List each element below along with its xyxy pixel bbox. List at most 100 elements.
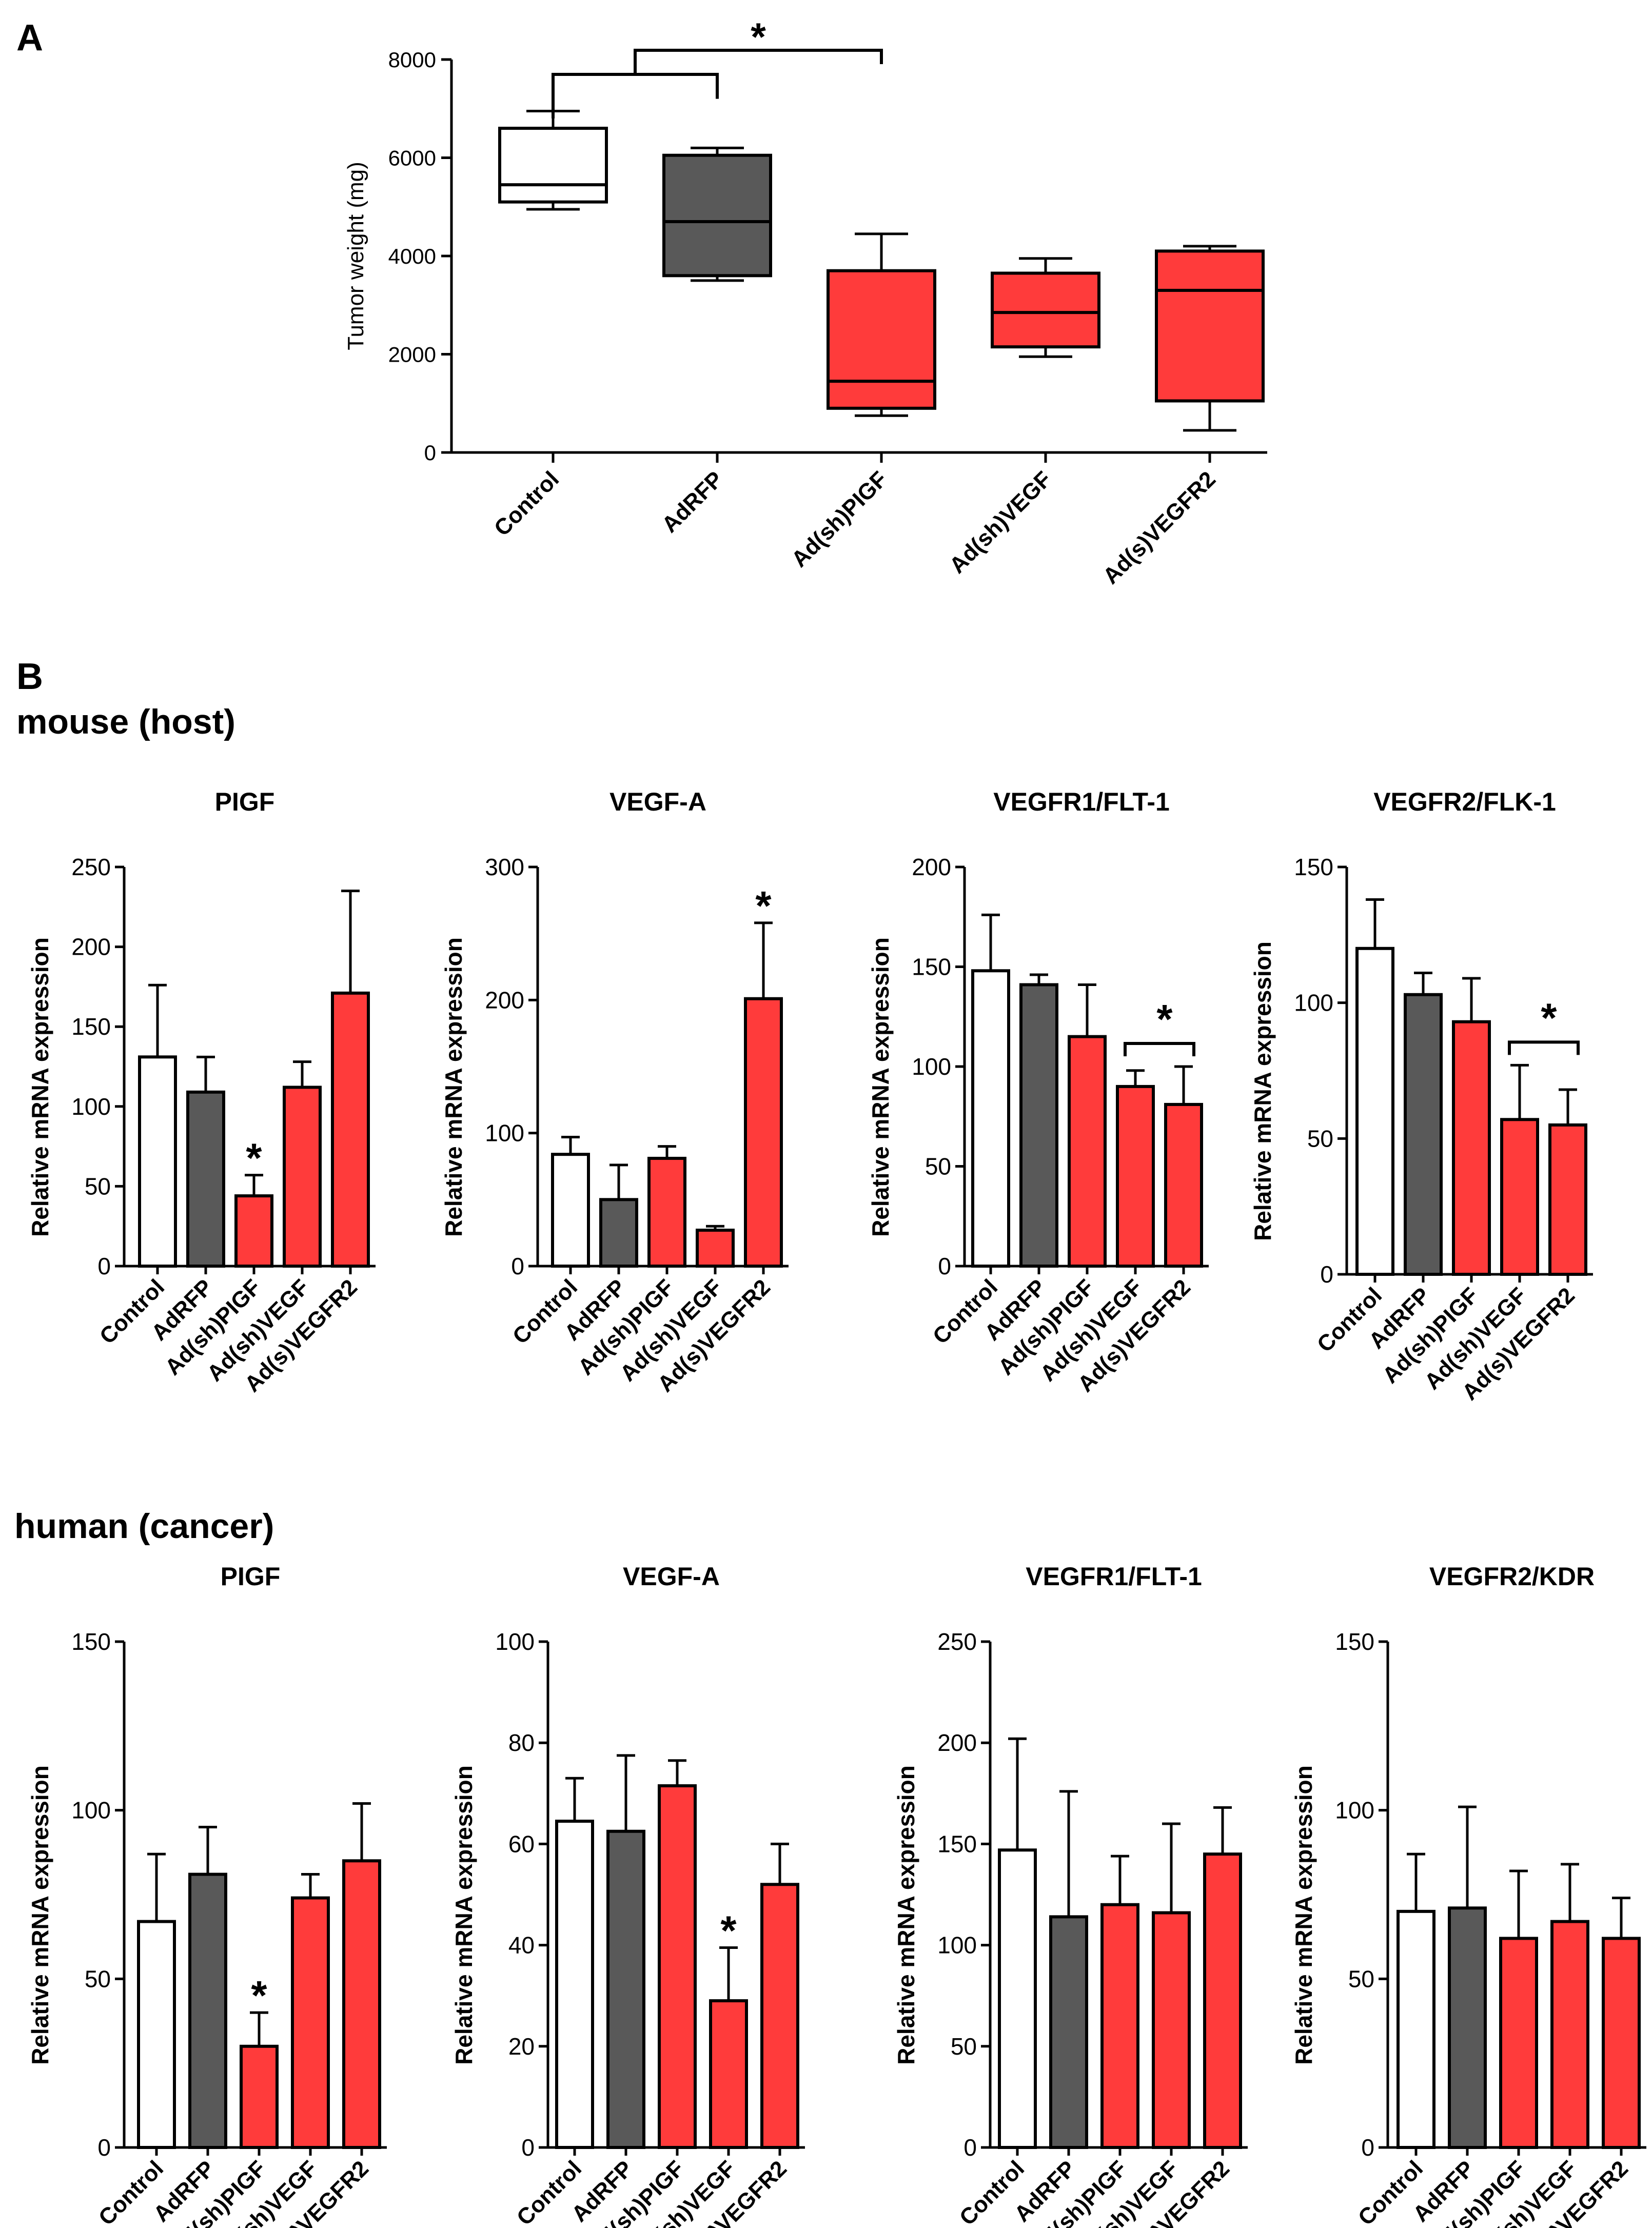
y-tick-label: 200 (71, 934, 111, 960)
box (498, 127, 608, 204)
y-tick-label: 100 (1294, 990, 1333, 1016)
section-title-human: human (cancer) (14, 1507, 274, 1546)
y-tick-label: 100 (1335, 1797, 1374, 1824)
y-tick-label: 250 (937, 1628, 977, 1655)
bar (1448, 1906, 1487, 2149)
bar (138, 1055, 177, 1268)
bar (1550, 1920, 1589, 2149)
significance-star: * (755, 883, 772, 929)
bar (1116, 1085, 1155, 1268)
bar (760, 1883, 799, 2149)
box (991, 271, 1100, 349)
y-tick-label: 200 (485, 987, 524, 1013)
bar (1499, 1937, 1538, 2150)
y-tick-label: 150 (937, 1830, 977, 1857)
y-tick-label: 100 (937, 1932, 977, 1959)
box (827, 269, 936, 410)
y-tick-label: 100 (71, 1797, 111, 1824)
y-axis-label: Relative mRNA expression (1290, 1765, 1317, 2065)
chart-human-VEGFR2: 0 50 100 150 Relative mRNA expression VEGFR2/… (1290, 1562, 1646, 2228)
chart-mouse-VEGF-A: 0 100 200 300 Relative mRNA expression VEGF-A… (440, 787, 789, 1397)
chart-human-VEGFR1: 0 50 100 150 200 250 Relative mRNA expression V… (893, 1562, 1248, 2228)
chart-mouse-VEGFR2: 0 50 100 150 Relative mRNA expression VEGFR2/… (1249, 787, 1593, 1405)
bar (647, 1156, 686, 1268)
bar (234, 1194, 273, 1268)
chart-mouse-PIGF: 0 50 100 150 200 250 Relative mRNA expression P… (27, 787, 376, 1397)
significance-star: * (1156, 996, 1173, 1042)
bar (555, 1820, 594, 2149)
box (1155, 249, 1265, 403)
y-tick-label: 50 (85, 1173, 111, 1199)
bar (1164, 1102, 1203, 1268)
bar (283, 1086, 322, 1268)
panel-label-a: A (16, 17, 43, 58)
bar (1019, 983, 1058, 1268)
y-axis-label: Relative mRNA expression (27, 1765, 53, 2065)
x-tick-label: Ad(sh)PIGF (786, 466, 892, 572)
bar (709, 1999, 748, 2150)
y-tick-label: 0 (97, 2134, 111, 2161)
chart-mouse-VEGFR1: 0 50 100 150 200 Relative mRNA expression VEGF… (867, 787, 1209, 1397)
y-tick-label: 200 (937, 1729, 977, 1756)
bar (551, 1153, 590, 1268)
y-axis-label: Relative mRNA expression (450, 1765, 477, 2065)
section-title-mouse: mouse (host) (16, 702, 235, 741)
bar (1355, 947, 1394, 1276)
y-tick-label: 200 (912, 854, 951, 880)
bar (696, 1228, 735, 1268)
bar (606, 1829, 645, 2149)
bar (240, 2044, 279, 2150)
y-axis-label: Relative mRNA expression (27, 937, 53, 1237)
y-tick-label: 100 (495, 1628, 535, 1655)
box (662, 153, 772, 278)
y-tick-label: 40 (508, 1932, 535, 1959)
chart-title: VEGF-A (623, 1562, 720, 1591)
y-tick-label: 0 (424, 441, 436, 465)
bar (1152, 1911, 1191, 2150)
significance-bracket (1508, 1040, 1580, 1055)
y-axis-label: Relative mRNA expression (867, 937, 894, 1237)
bar (599, 1198, 638, 1268)
y-axis-label: Tumor weight (mg) (343, 162, 368, 350)
y-tick-label: 150 (71, 1013, 111, 1040)
bar (1548, 1123, 1587, 1276)
bar (188, 1872, 227, 2150)
y-tick-label: 150 (912, 954, 951, 980)
y-tick-label: 50 (925, 1153, 951, 1180)
y-tick-label: 0 (1320, 1261, 1333, 1288)
bar (1100, 1903, 1139, 2149)
y-tick-label: 150 (1335, 1628, 1374, 1655)
bar (1404, 993, 1443, 1276)
y-axis-label: Relative mRNA expression (893, 1765, 919, 2065)
y-tick-label: 0 (511, 1253, 524, 1279)
bar (1049, 1915, 1088, 2150)
y-tick-label: 20 (508, 2033, 535, 2060)
chart-title: PIGF (221, 1562, 281, 1591)
chart-title: VEGFR1/FLT-1 (993, 787, 1170, 816)
y-tick-label: 50 (1348, 1965, 1374, 1992)
x-tick-label: Ad(s)VEGFR2 (1098, 466, 1221, 589)
y-tick-label: 6000 (388, 146, 436, 170)
y-tick-label: 2000 (388, 343, 436, 367)
y-tick-label: 100 (485, 1120, 524, 1147)
chart-title: VEGFR1/FLT-1 (1026, 1562, 1202, 1591)
bar (342, 1859, 381, 2149)
chart-title: VEGFR2/KDR (1429, 1562, 1595, 1591)
x-tick-label: Ad(sh)VEGF (945, 466, 1056, 578)
y-tick-label: 80 (508, 1729, 535, 1756)
bar (186, 1090, 225, 1268)
bar (744, 997, 783, 1268)
chart-title: PIGF (215, 787, 275, 816)
y-tick-label: 50 (1307, 1125, 1333, 1152)
chart-human-VEGF-A: 0 20 40 60 80 100 Relative mRNA expression VEGF… (450, 1562, 805, 2228)
significance-star: * (251, 1973, 267, 2018)
y-tick-label: 0 (521, 2134, 535, 2161)
panel-label-b: B (16, 656, 43, 697)
y-tick-label: 300 (485, 854, 524, 880)
bar (998, 1848, 1037, 2149)
bar (137, 1920, 176, 2149)
y-tick-label: 50 (951, 2033, 977, 2060)
